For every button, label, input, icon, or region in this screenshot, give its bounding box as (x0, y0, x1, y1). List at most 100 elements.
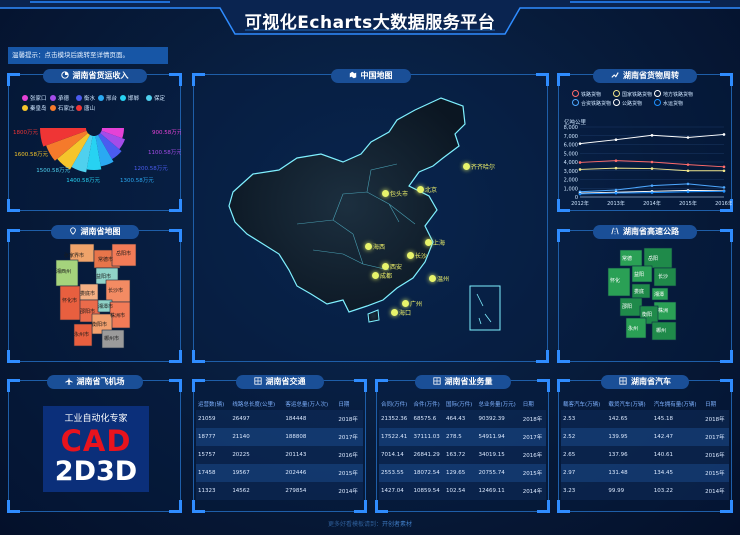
legend-label: 地方铁路货物 (663, 92, 694, 98)
series-point[interactable] (722, 169, 726, 173)
table-cell: 7014.14 (379, 446, 412, 464)
series-point[interactable] (614, 159, 618, 162)
highway-region[interactable] (631, 265, 653, 283)
pie-slice[interactable] (40, 128, 87, 147)
table-cell: 90392.39 (476, 410, 521, 428)
series-point[interactable] (614, 166, 618, 170)
table-row[interactable]: 2.97 131.48 134.45 2015年 (561, 464, 729, 482)
table-row[interactable]: 2.53 142.65 145.18 2018年 (561, 410, 729, 428)
table-cell: 2018年 (703, 410, 729, 428)
series-point[interactable] (722, 133, 726, 136)
freight-legend-item: 合资铁路货物 (572, 99, 611, 107)
table-row[interactable]: 7014.14 26841.29 163.72 34019.15 2016年 (379, 446, 546, 464)
city-marker (407, 252, 414, 259)
table-row[interactable]: 1427.04 10859.54 102.54 12469.11 2014年 (379, 482, 546, 500)
grid-icon (432, 377, 441, 385)
x-tick-label: 2016年 (715, 200, 732, 207)
hunan-region[interactable] (111, 243, 137, 267)
business-panel[interactable]: 湖南省业务量 (375, 375, 550, 513)
table-cell: 15757 (196, 446, 231, 464)
highway-region[interactable] (651, 287, 669, 301)
series-point[interactable] (578, 192, 582, 196)
hunan-region[interactable] (101, 329, 125, 349)
highway-region-label: 邵阳 (622, 303, 632, 310)
table-cell: 1427.04 (379, 482, 412, 500)
highway-region-label: 衡阳 (642, 311, 652, 318)
series-point[interactable] (578, 168, 582, 171)
series-point[interactable] (722, 190, 726, 193)
series-point[interactable] (686, 163, 690, 166)
table-row[interactable]: 17458 19567 202446 2015年 (196, 464, 363, 482)
table-row[interactable]: 2.52 139.95 142.47 2017年 (561, 428, 729, 446)
table-row[interactable]: 2.65 137.96 140.61 2016年 (561, 446, 729, 464)
cad-logo-bot: 2D3D (54, 456, 138, 487)
pie-slice[interactable] (98, 133, 122, 160)
series-point[interactable] (650, 160, 654, 164)
pie-slice[interactable] (57, 133, 90, 170)
hunan-region-label: 永州市 (74, 331, 89, 338)
footer-link[interactable]: 开创者素材 (382, 521, 413, 528)
table-row[interactable]: 3.23 99.99 103.22 2014年 (561, 482, 729, 500)
pie-slice-label: 1100.58万元 (148, 149, 181, 156)
table-cell: 188808 (283, 428, 337, 446)
car-panel[interactable]: 湖南省汽车 (557, 375, 733, 513)
table-row[interactable]: 18777 21140 188808 2017年 (196, 428, 363, 446)
series-point[interactable] (686, 190, 690, 194)
highway-region[interactable] (625, 317, 647, 339)
highway-region-label: 长沙 (658, 273, 668, 280)
table-cell: 26841.29 (411, 446, 444, 464)
pie-slice[interactable] (86, 135, 102, 170)
highway-region-label: 株洲 (658, 307, 668, 314)
table-cell: 10859.54 (411, 482, 444, 500)
china-map-shape (228, 97, 501, 331)
table-row[interactable]: 15757 20225 201143 2016年 (196, 446, 363, 464)
table-row[interactable]: 17522.41 37111.03 278.5 54911.94 2017年 (379, 428, 546, 446)
footer-text: 更多好看模板请到： (327, 521, 382, 528)
pie-slice[interactable] (71, 134, 93, 173)
city-label: 广州 (410, 301, 423, 308)
table-row[interactable]: 2553.55 18072.54 129.65 20755.74 2015年 (379, 464, 546, 482)
pie-slice[interactable] (46, 130, 88, 161)
legend-dot (22, 95, 28, 101)
pie-slice-label: 1800万元 (13, 129, 38, 136)
series-point[interactable] (578, 142, 582, 145)
pie-slice-label: 1600.58万元 (14, 151, 48, 158)
series-point[interactable] (686, 169, 690, 173)
table-header-cell: 运营数(辆) (198, 402, 225, 408)
hunan-region[interactable] (73, 323, 93, 347)
series-point[interactable] (650, 191, 654, 194)
x-tick-label: 2013年 (607, 200, 625, 207)
x-tick-label: 2015年 (679, 200, 697, 207)
series-point[interactable] (722, 186, 726, 189)
series-point[interactable] (686, 136, 690, 139)
legend-label: 邢台 (106, 96, 118, 102)
table-cell: 2016年 (520, 446, 546, 464)
series-point[interactable] (614, 188, 618, 192)
series-point[interactable] (722, 165, 726, 169)
highway-region[interactable] (619, 249, 643, 267)
series-point[interactable] (578, 161, 582, 164)
series-point[interactable] (686, 182, 690, 186)
pie-slice[interactable] (95, 134, 114, 167)
highway-region[interactable] (653, 267, 677, 287)
table-header-cell: 载货汽车(万辆) (608, 402, 646, 408)
pie-chart-icon (60, 71, 69, 79)
table-cell: 103.22 (651, 482, 704, 500)
highway-region[interactable] (651, 321, 677, 341)
table-row[interactable]: 21352.36 68575.6 464.43 90392.39 2018年 (379, 410, 546, 428)
series-point[interactable] (650, 134, 654, 137)
pie-slice[interactable] (101, 128, 124, 139)
highway-region[interactable] (607, 267, 631, 297)
table-row[interactable]: 11323 14562 279854 2014年 (196, 482, 363, 500)
table-row[interactable]: 21059 26497 184448 2018年 (196, 410, 363, 428)
traffic-panel[interactable]: 湖南省交通 (192, 375, 367, 513)
city-marker (365, 243, 372, 250)
series-point[interactable] (650, 184, 654, 187)
series-point[interactable] (614, 138, 618, 141)
table-cell: 2018年 (520, 410, 546, 428)
table-cell: 2017年 (336, 428, 363, 446)
pie-slice[interactable] (100, 130, 126, 150)
series-point[interactable] (650, 167, 654, 170)
table-header-row: 合同(万件) 合件(万件) 国际(万件) 总业务量(万元) 日期 (379, 398, 546, 410)
series-point[interactable] (614, 191, 618, 195)
